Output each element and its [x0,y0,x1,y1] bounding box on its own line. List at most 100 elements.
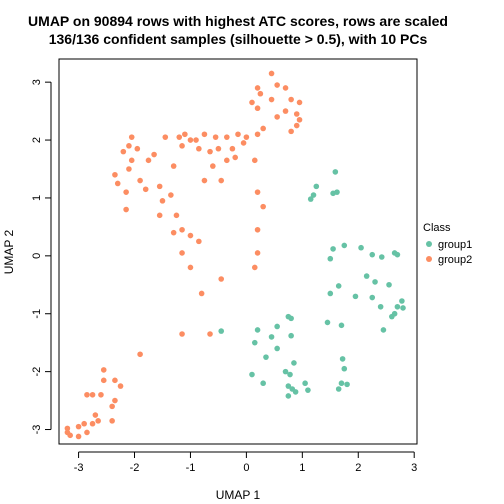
point-group1 [218,328,225,334]
point-group2 [187,137,194,143]
y-tick-label: 3 [31,79,43,85]
point-group2 [260,203,266,210]
point-group2 [134,145,141,152]
y-tick-label: -1 [31,309,43,319]
point-group1 [310,192,317,198]
point-group2 [232,154,239,161]
x-tick-label: 2 [355,462,361,474]
point-group1 [338,322,345,329]
point-group1 [268,334,275,340]
point-group2 [112,171,118,178]
point-group2 [243,134,250,140]
point-group1 [363,273,370,279]
point-group2 [95,418,101,424]
point-group2 [81,420,87,427]
point-group2 [170,229,177,236]
point-group1 [341,242,348,249]
point-group1 [330,246,336,252]
point-group1 [288,315,294,322]
y-tick-label: 1 [31,195,43,201]
point-group2 [196,238,202,245]
point-group2 [268,70,275,77]
point-group2 [288,128,294,135]
x-axis: -3 -2 -1 0 1 2 3 [74,451,417,474]
y-tick-label: 0 [31,253,43,259]
point-group2 [176,134,183,140]
point-group2 [75,423,82,430]
point-group2 [112,397,118,404]
point-group2 [151,151,157,158]
x-tick-label: 0 [243,462,249,474]
point-group2 [137,351,143,358]
point-group2 [296,116,303,123]
point-group2 [229,145,236,152]
plot-box [58,58,418,445]
point-group2 [187,232,194,239]
point-group2 [254,250,261,256]
point-group1 [289,386,296,392]
point-group2 [123,206,129,213]
x-tick-label: 3 [411,462,417,474]
point-group2 [296,99,303,106]
point-group1 [338,380,345,387]
legend-label-group2: group2 [438,254,472,266]
point-group1 [389,313,395,320]
point-group2 [156,183,163,190]
point-group1 [324,319,331,326]
point-group2 [137,177,143,184]
point-group2 [98,391,104,398]
point-group1 [399,298,405,304]
point-group2 [274,82,280,88]
point-group1 [394,303,401,310]
point-group1 [282,368,289,375]
point-group1 [274,345,280,352]
point-group2 [179,331,185,337]
point-group2 [168,192,174,198]
point-group1 [332,169,339,175]
x-tick-label: -3 [74,462,84,474]
point-group2 [128,134,135,140]
point-group2 [210,163,216,169]
point-group2 [218,276,225,282]
point-group1 [327,255,334,262]
x-tick-label: -1 [186,462,196,474]
point-group1 [285,393,292,399]
point-group2 [198,290,205,297]
point-group2 [274,114,280,120]
point-group2 [254,105,261,112]
point-group2 [117,383,124,389]
point-group2 [207,148,213,155]
point-group2 [123,189,129,195]
point-group2 [142,186,149,193]
legend-marker-group1 [426,241,432,247]
point-group2 [162,134,169,140]
point-group2 [114,180,121,187]
point-group2 [109,403,115,410]
point-group1 [335,283,342,289]
point-group2 [268,96,275,103]
x-tick-label: -2 [130,462,140,474]
points-layer [64,70,406,440]
point-group2 [254,85,261,91]
point-group2 [224,134,230,140]
point-group1 [313,183,320,190]
point-group2 [293,122,300,129]
point-group1 [380,327,387,333]
x-tick-label: 1 [299,462,305,474]
point-group1 [251,339,258,346]
point-group2 [126,166,132,172]
point-group2 [249,99,255,106]
point-group1 [369,251,376,258]
point-group1 [327,290,334,297]
point-group1 [335,386,342,392]
point-group1 [285,383,292,389]
point-group2 [145,157,152,164]
point-group2 [293,111,300,117]
point-group2 [251,157,258,164]
y-axis: -3 -2 -1 0 1 2 3 [31,79,52,434]
point-group1 [334,189,340,195]
point-group2 [201,177,208,184]
point-group2 [288,96,294,103]
point-group2 [187,264,194,271]
point-group1 [307,196,314,202]
